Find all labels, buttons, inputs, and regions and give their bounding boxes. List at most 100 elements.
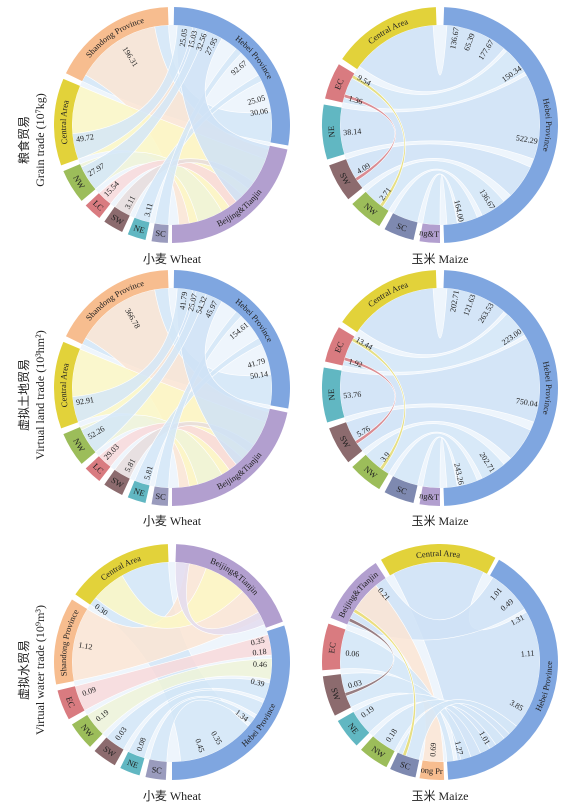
panel-title-land-wheat: 小麦 Wheat — [143, 514, 202, 528]
flow-value-label: 750.04 — [515, 396, 538, 409]
panel-title-water-wheat: 小麦 Wheat — [143, 789, 202, 803]
flow-value-label: 0.06 — [345, 649, 360, 659]
panel-grain-wheat: Hebei ProvinceBeijing&TianjinSCNESWLCNWC… — [53, 7, 290, 244]
segment-lc — [85, 456, 111, 481]
chord-ribbon — [86, 658, 273, 735]
chord-ribbon — [80, 27, 207, 190]
segment-label-sc: SC — [155, 228, 167, 239]
flow-value-label: 0.69 — [428, 742, 438, 757]
flow-value-label: 136.67 — [448, 27, 461, 50]
flow-value-label: 0.18 — [252, 647, 267, 657]
flow-value-label: 50.14 — [250, 369, 269, 380]
chord-ribbon — [358, 287, 505, 356]
chord-ribbon — [397, 699, 518, 761]
segment-sc — [145, 759, 167, 780]
segment-label-sc: SC — [395, 221, 408, 234]
segment-hebei-province — [446, 559, 558, 780]
segment-sw — [94, 737, 124, 766]
segment-shandong-province — [419, 760, 445, 780]
chord-ribbon — [80, 290, 207, 453]
flow-value-label: 0.03 — [347, 678, 363, 690]
flow-value-label: 0.09 — [81, 685, 97, 698]
flow-value-label: 243.26 — [452, 462, 465, 485]
chord-ribbon — [392, 170, 478, 224]
segment-nw — [71, 714, 103, 747]
segment-ne — [120, 751, 145, 776]
flow-value-label: 15.03 — [186, 30, 199, 50]
segment-ec — [325, 64, 355, 103]
panel-title-grain-wheat: 小麦 Wheat — [143, 252, 202, 266]
segment-beijing-tianjin — [419, 486, 440, 506]
segment-nw — [63, 164, 96, 201]
segment-hebei-province — [172, 625, 290, 780]
flow-value-label: 1.92 — [348, 357, 364, 370]
segment-sw — [329, 159, 363, 200]
row-label-water: 虚拟水贸易 Virtual water trade (10⁹m³) — [17, 605, 47, 735]
chord-ribbon — [94, 567, 244, 629]
flow-value-label: 1.36 — [348, 94, 364, 107]
segment-central-area — [75, 544, 169, 605]
flow-value-label: 202.71 — [448, 290, 461, 313]
segment-label-sc: SC — [151, 764, 163, 775]
segment-lc — [85, 193, 111, 218]
row-label-land: 虚拟土地贸易 Virtual land trade (10³hm²) — [17, 330, 47, 459]
flow-value-label: 1.11 — [520, 649, 534, 659]
flow-value-label: 164.00 — [452, 199, 465, 222]
segment-shandong-province — [54, 599, 88, 685]
segment-beijing-tianjin — [175, 544, 283, 628]
segment-hebei-province — [443, 270, 559, 506]
flow-value-label: 0.08 — [135, 736, 148, 752]
segment-beijing-tianjin — [330, 563, 386, 625]
segment-ec — [322, 623, 346, 671]
segment-label-ne: NE — [326, 389, 337, 401]
segment-label-ec: EC — [332, 77, 346, 91]
chord-ribbon — [422, 174, 458, 226]
segment-ne — [337, 712, 370, 746]
segment-sw — [104, 469, 130, 495]
chord-ribbon — [392, 433, 478, 487]
row-label-grain-zh: 粮食贸易 — [16, 116, 31, 164]
segment-nw — [63, 427, 96, 464]
chord-ribbon — [154, 310, 242, 489]
flow-value-label: 0.45 — [193, 737, 206, 753]
segment-label-ec: EC — [326, 641, 337, 654]
segment-sw — [322, 674, 351, 716]
chord-ribbon — [358, 24, 505, 93]
row-label-land-en: Virtual land trade (10³hm²) — [33, 330, 47, 459]
chord-ribbon — [342, 313, 526, 373]
panel-title-grain-maize: 玉米 Maize — [412, 252, 469, 266]
segment-sw — [104, 206, 130, 232]
flow-value-label: 0.39 — [250, 677, 266, 689]
flow-value-label: 30.06 — [250, 106, 269, 117]
flow-value-label: 5.81 — [142, 465, 154, 481]
flow-value-label: 1.27 — [453, 740, 465, 756]
flow-value-label: 3.11 — [142, 202, 154, 218]
segment-central-area — [381, 544, 496, 576]
flow-value-label: 522.29 — [515, 133, 538, 146]
row-label-grain: 粮食贸易 Grain trade (10⁷kg) — [16, 93, 47, 186]
segment-hebei-province — [173, 270, 290, 409]
segment-label-sw: SW — [329, 687, 342, 702]
chord-ribbon — [352, 608, 416, 757]
segment-ne — [322, 104, 345, 160]
segment-sc — [384, 213, 418, 240]
segment-nw — [352, 191, 389, 227]
segment-label-ne: NE — [126, 757, 140, 770]
flow-value-label: 53.76 — [343, 390, 362, 401]
segment-shandong-province — [65, 270, 169, 345]
chord-ribbon — [134, 337, 263, 486]
segment-label-ne: NE — [132, 222, 146, 235]
segment-ec — [325, 327, 355, 366]
chord-ribbon — [422, 437, 458, 489]
flow-value-label: 25.07 — [186, 293, 199, 313]
chord-ribbon — [149, 697, 256, 763]
segment-central-area — [342, 7, 437, 70]
row-label-water-en: Virtual water trade (10⁹m³) — [33, 605, 47, 735]
flow-value-label: 1.12 — [78, 640, 93, 651]
segment-beijing-tianjin — [172, 408, 288, 506]
segment-sc — [151, 223, 169, 243]
segment-label-ec: EC — [332, 340, 346, 354]
segment-label-hebei-province: Hebei Province — [541, 360, 554, 416]
segment-label-hebei-province: Hebei Province — [541, 97, 554, 153]
